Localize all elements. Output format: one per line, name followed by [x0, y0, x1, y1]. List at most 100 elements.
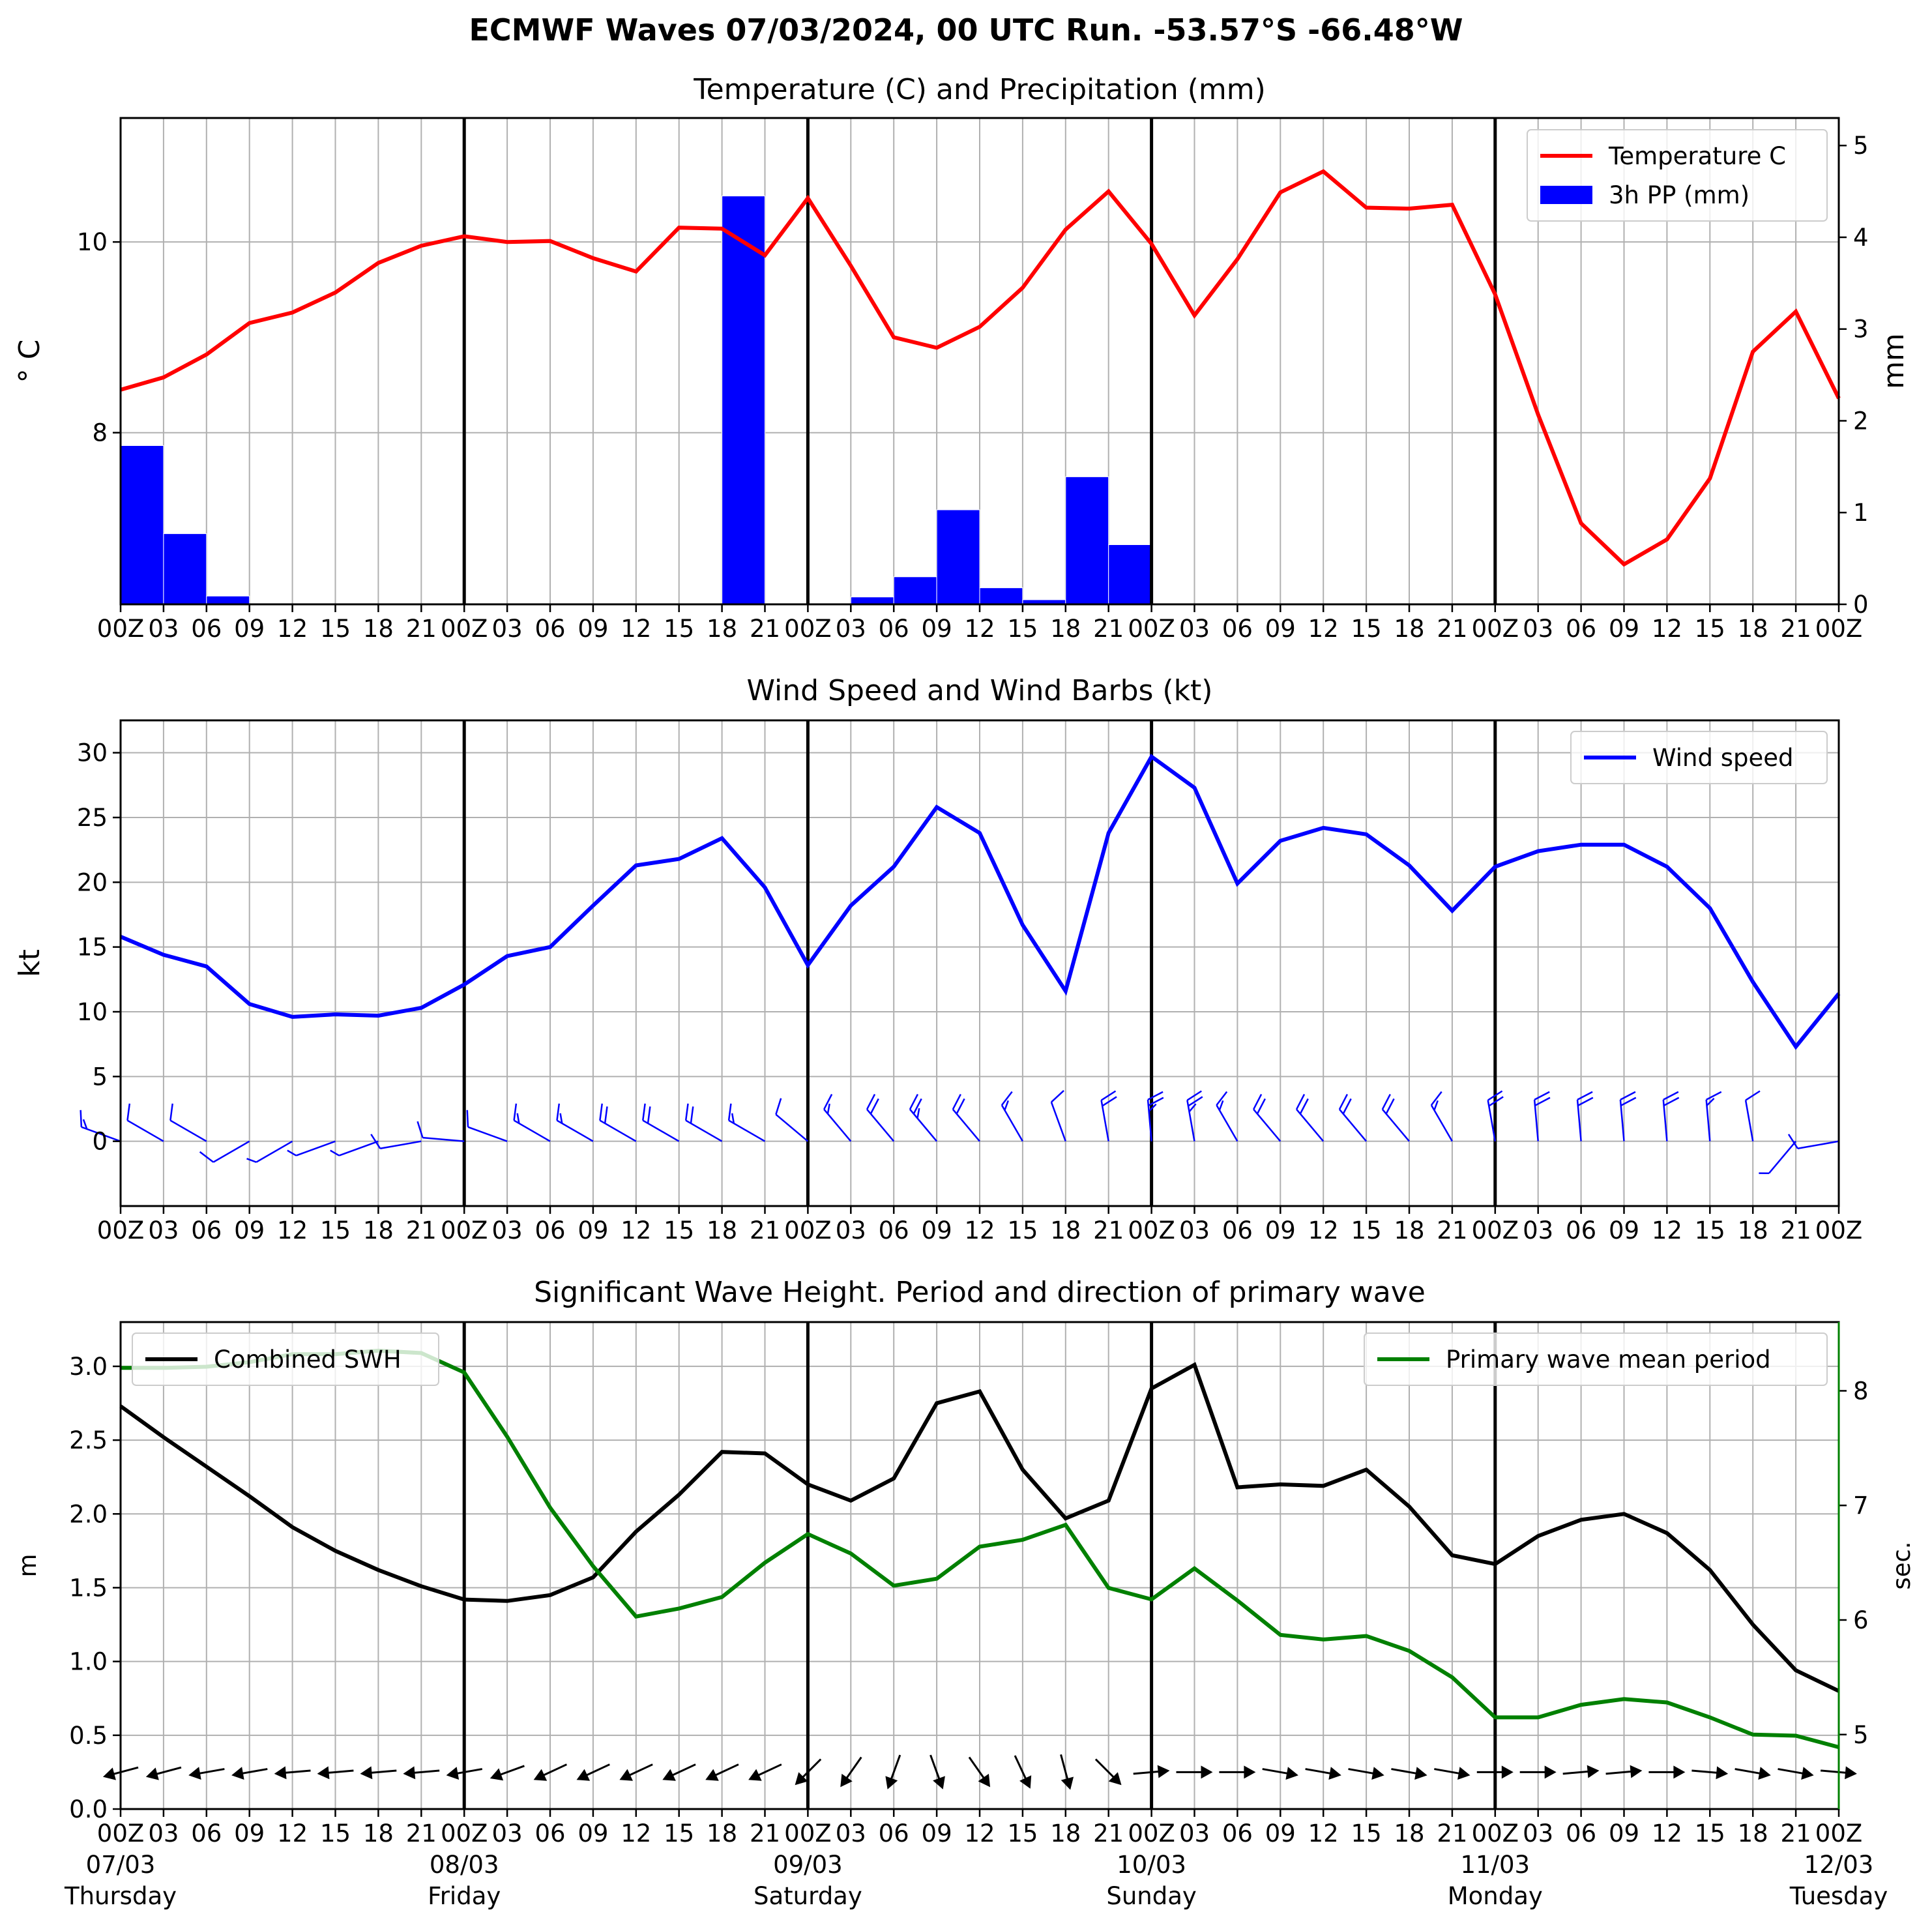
wave-direction-arrowhead [1457, 1767, 1470, 1780]
x-tick-label: 00Z [97, 1216, 144, 1244]
wave-direction-arrow [1391, 1769, 1419, 1774]
wind-barb-feather [600, 1104, 602, 1121]
x-tick-label: 03 [1523, 1819, 1553, 1848]
x-tick-label: 18 [1738, 1216, 1768, 1244]
x-tick-label: 00Z [1472, 1819, 1519, 1848]
wind-barb [127, 1121, 163, 1141]
y-tick-label: 1.0 [69, 1648, 108, 1676]
x-tick-label: 15 [664, 615, 694, 643]
wave-direction-arrowhead [146, 1767, 159, 1780]
x-tick-label: 12 [964, 1819, 995, 1848]
y-tick-label: 0 [92, 1128, 108, 1156]
x-tick-label: 00Z [784, 615, 831, 643]
wind-barb [824, 1110, 851, 1141]
x-tick-label: 18 [1394, 615, 1424, 643]
wind-barb-feather [686, 1104, 688, 1121]
x-tick-label: 00Z [441, 1819, 488, 1848]
y-right-tick-label: 7 [1853, 1492, 1869, 1520]
wave-direction-arrow [712, 1765, 739, 1777]
legend-label: Combined SWH [214, 1346, 402, 1374]
x-tick-label: 09 [578, 1216, 608, 1244]
wind-barb [380, 1141, 421, 1149]
date-label: 12/03 [1804, 1851, 1874, 1879]
x-tick-label: 03 [148, 1819, 179, 1848]
date-label: 08/03 [430, 1851, 499, 1879]
wave-direction-arrow [1349, 1769, 1377, 1774]
day-label: Sunday [1106, 1882, 1196, 1910]
wind-barb-feather [514, 1104, 516, 1121]
x-tick-label: 06 [191, 615, 222, 643]
wave-direction-arrowhead [317, 1766, 330, 1779]
x-tick-label: 09 [578, 615, 608, 643]
wave-direction-arrow [196, 1769, 224, 1774]
y-tick-label: 2.0 [69, 1500, 108, 1528]
x-tick-label: 18 [363, 1216, 394, 1244]
y-tick-label: 8 [92, 419, 108, 447]
x-tick-label: 18 [1738, 615, 1768, 643]
y-tick-label: 15 [77, 934, 108, 962]
wind-barb-feather [691, 1106, 693, 1123]
x-tick-label: 03 [492, 1819, 523, 1848]
legend-swatch [1540, 186, 1592, 204]
x-tick-label: 09 [234, 615, 265, 643]
x-tick-label: 18 [1738, 1819, 1768, 1848]
date-label: 07/03 [86, 1851, 156, 1879]
x-tick-label: 21 [406, 1216, 437, 1244]
x-tick-label: 09 [1609, 1819, 1639, 1848]
x-tick-label: 00Z [1815, 615, 1862, 643]
y-tick-label: 0.5 [69, 1722, 108, 1750]
x-tick-label: 06 [879, 615, 909, 643]
y-tick-label: 10 [77, 228, 108, 256]
x-tick-label: 15 [1695, 615, 1725, 643]
y-right-tick-label: 6 [1853, 1606, 1869, 1634]
y-right-tick-label: 2 [1853, 407, 1869, 435]
wave-direction-arrowhead [1587, 1765, 1600, 1778]
x-tick-label: 12 [1652, 615, 1682, 643]
x-tick-label: 12 [964, 615, 995, 643]
y-right-axis-label: mm [1877, 333, 1910, 389]
day-label: Friday [428, 1882, 501, 1910]
wave-direction-arrowhead [1758, 1767, 1770, 1780]
precip-bar [937, 510, 980, 604]
x-tick-label: 06 [1222, 1216, 1253, 1244]
x-tick-label: 21 [406, 1819, 437, 1848]
x-tick-label: 00Z [1128, 615, 1175, 643]
x-tick-label: 21 [1093, 1216, 1124, 1244]
wave-direction-arrow [845, 1757, 861, 1780]
x-tick-label: 12 [1652, 1819, 1682, 1848]
x-tick-label: 18 [1050, 1216, 1081, 1244]
x-tick-label: 18 [363, 615, 394, 643]
wave-direction-arrowhead [446, 1767, 459, 1780]
y-tick-label: 2.5 [69, 1426, 108, 1454]
wave-direction-arrow [411, 1771, 439, 1773]
wave-direction-arrow [368, 1771, 396, 1773]
y-right-tick-label: 5 [1853, 132, 1869, 160]
wave-direction-arrow [153, 1767, 181, 1774]
x-tick-label: 09 [922, 1216, 952, 1244]
y-right-tick-label: 8 [1853, 1377, 1869, 1405]
x-tick-label: 06 [879, 1819, 909, 1848]
wind-barb-feather [643, 1104, 645, 1121]
wave-direction-arrow [1735, 1769, 1763, 1774]
x-tick-label: 09 [1609, 1216, 1639, 1244]
wave-direction-arrowhead [1801, 1767, 1813, 1780]
wave-direction-arrowhead [188, 1767, 201, 1780]
wave-direction-arrow [669, 1765, 695, 1777]
wave-direction-arrowhead [1673, 1765, 1685, 1778]
wind-barb [256, 1141, 292, 1162]
wave-direction-arrow [454, 1769, 482, 1774]
wind-barb [296, 1141, 335, 1156]
wind-barb [468, 1127, 507, 1141]
x-tick-label: 03 [1179, 1819, 1210, 1848]
wind-barb [686, 1121, 722, 1141]
wave-direction-arrow [1263, 1769, 1291, 1774]
wind-barb [1002, 1105, 1023, 1141]
wind-barb-feather [729, 1104, 731, 1121]
wave-direction-arrowhead [1502, 1765, 1514, 1778]
x-tick-label: 00Z [97, 615, 144, 643]
x-tick-label: 12 [1652, 1216, 1682, 1244]
wave-direction-arrow [890, 1755, 900, 1782]
x-tick-label: 03 [836, 1216, 866, 1244]
